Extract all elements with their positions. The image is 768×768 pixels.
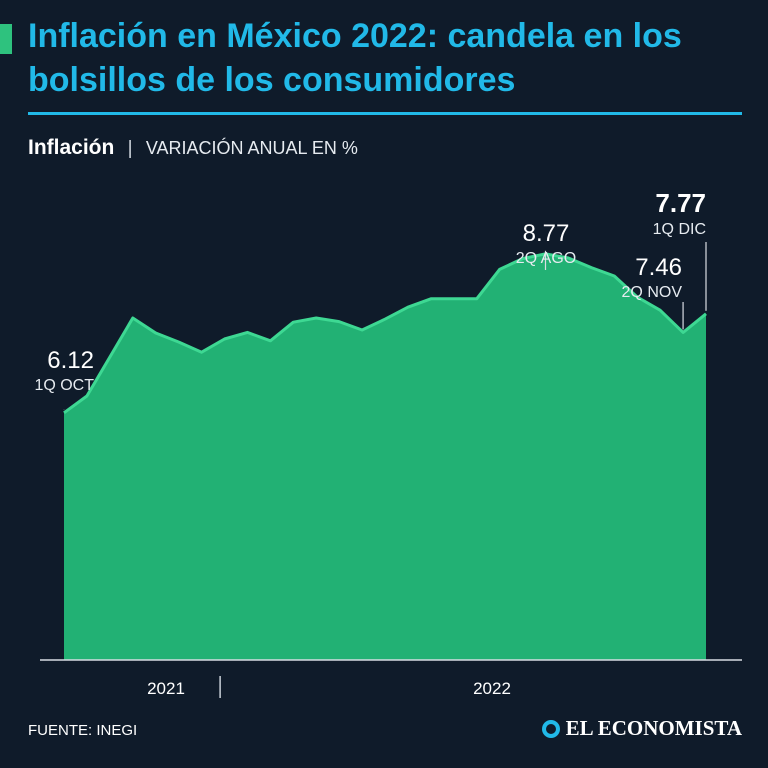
area-line	[63, 252, 707, 415]
data-label-value: 6.12	[47, 347, 94, 374]
brand-mark-icon	[541, 719, 560, 738]
data-label-value: 8.77	[523, 220, 570, 247]
x-tick-label: 2021	[147, 679, 185, 698]
data-label-value: 7.77	[655, 188, 706, 218]
title-accent-bar	[0, 24, 12, 54]
brand-logo: EL ECONOMISTA	[541, 716, 742, 741]
brand-name: EL ECONOMISTA	[565, 716, 742, 740]
data-label-period: 1Q DIC	[653, 221, 706, 238]
data-label-period: 1Q OCT	[34, 377, 94, 394]
data-label-period: 2Q AGO	[516, 250, 576, 267]
data-label-value: 7.46	[635, 254, 682, 281]
source-note: FUENTE: INEGI	[28, 722, 138, 739]
chart-subtitle: Inflación | VARIACIÓN ANUAL EN %	[28, 136, 358, 160]
subtitle-unit: VARIACIÓN ANUAL EN %	[145, 138, 358, 158]
data-label-period: 2Q NOV	[622, 284, 683, 301]
subtitle-label: Inflación	[28, 136, 115, 159]
chart-title: Inflación en México 2022: candela en los…	[28, 17, 682, 99]
title-divider	[28, 112, 742, 115]
area-fill	[64, 253, 706, 661]
subtitle-separator: |	[127, 138, 133, 159]
x-tick-label: 2022	[473, 679, 511, 698]
